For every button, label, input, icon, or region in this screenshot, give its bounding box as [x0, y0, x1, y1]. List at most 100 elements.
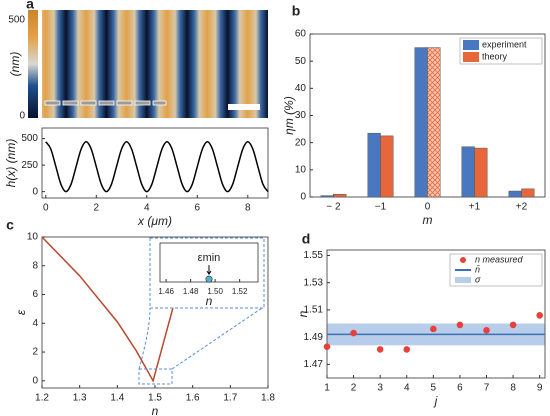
x-tick-label: 1.46: [158, 287, 174, 296]
panel-label: c: [6, 217, 14, 233]
x-tick-label: 1.4: [110, 393, 124, 404]
x-tick-label: 5: [431, 383, 437, 394]
x-tick-label: 0: [425, 202, 431, 213]
x-axis-label: j: [433, 394, 438, 408]
x-tick-label: 2: [351, 383, 357, 394]
profile-markers: [44, 100, 167, 106]
y-tick-label: 6: [32, 289, 38, 300]
y-tick-label: 60: [295, 29, 307, 40]
x-tick-label: 7: [484, 383, 490, 394]
x-tick-label: 0: [43, 203, 49, 214]
panel-label: b: [292, 3, 301, 19]
x-tick-label: 6: [195, 203, 201, 214]
x-tick-label: 4: [144, 203, 150, 214]
bar: [414, 47, 428, 198]
x-tick-label: 4: [404, 383, 410, 394]
x-tick-label: 2: [94, 203, 100, 214]
bar: [521, 188, 535, 198]
x-tick-label: − 2: [326, 202, 341, 213]
y-tick-label: 50: [295, 56, 307, 67]
x-tick-label: 1.50: [207, 287, 223, 296]
y-tick-label: 10: [27, 232, 39, 243]
x-axis-label: n: [152, 404, 159, 416]
y-axis-label: n: [296, 310, 310, 317]
point: [403, 346, 411, 353]
plot-frame: [41, 127, 269, 199]
bar: [333, 194, 347, 198]
point: [323, 343, 331, 350]
y-axis-label: ε: [14, 309, 28, 315]
point: [376, 346, 384, 353]
legend-swatch: [463, 40, 479, 50]
x-tick-label: 6: [457, 383, 463, 394]
y-tick-label: 0: [32, 375, 38, 386]
y-axis-label: ηm (%): [282, 96, 296, 135]
annotation-arrow: [206, 265, 212, 276]
zoom-connector: [138, 307, 263, 370]
x-tick-label: 9: [537, 383, 543, 394]
x-axis-label: x (μm): [137, 214, 172, 228]
x-tick-label: 1.52: [232, 287, 248, 296]
y-tick-label: 1.49: [304, 332, 324, 343]
y-tick-label: 30: [295, 110, 307, 121]
x-tick-label: 1.6: [186, 393, 200, 404]
x-tick-label: +1: [469, 202, 481, 213]
y-tick-label: 40: [295, 83, 307, 94]
zoom-region: [138, 368, 173, 385]
y-tick-label: 250: [21, 160, 38, 171]
panel-label: d: [302, 231, 311, 247]
y-tick-label: 20: [295, 137, 307, 148]
x-tick-label: 1.5: [148, 393, 162, 404]
colorbar-label: (nm): [8, 52, 22, 77]
point: [483, 327, 490, 334]
x-tick-label: 1: [324, 383, 330, 394]
colorbar: [28, 10, 38, 118]
line: [45, 141, 269, 193]
legend-label: n measured: [475, 254, 524, 264]
x-tick-label: 3: [377, 383, 383, 394]
colorbar-tick-label: 0: [19, 111, 25, 122]
point: [350, 329, 357, 337]
bar: [474, 147, 488, 198]
legend-marker: [460, 257, 466, 263]
y-tick-label: 2: [32, 347, 38, 358]
y-tick-label: 1.51: [304, 305, 324, 316]
colorbar-tick-label: 500: [8, 15, 25, 26]
annotation: εmin: [198, 252, 221, 264]
y-tick-label: 0: [32, 186, 38, 197]
bar: [380, 135, 394, 198]
y-tick-label: 10: [295, 164, 307, 175]
x-tick-label: 8: [510, 383, 516, 394]
y-tick-label: 0: [300, 192, 306, 203]
legend-label: experiment: [482, 39, 527, 49]
legend-label: σ: [475, 274, 481, 284]
bar: [427, 47, 441, 198]
x-tick-label: 1.48: [183, 287, 199, 296]
point: [430, 325, 437, 333]
height-map: [42, 10, 268, 118]
y-tick-label: 1.55: [304, 250, 324, 261]
y-tick-label: 1.53: [304, 277, 324, 288]
legend-swatch: [455, 277, 471, 283]
scale-bar: [228, 104, 260, 110]
point: [509, 321, 517, 329]
bar: [461, 146, 475, 198]
x-tick-label: 1.3: [73, 393, 87, 404]
x-tick-label: 1.7: [223, 393, 237, 404]
plot-frame: [326, 249, 546, 379]
y-tick-label: 4: [32, 318, 38, 329]
y-axis-label: h(x) (nm): [4, 139, 18, 188]
x-tick-label: 1.8: [261, 393, 275, 404]
x-axis-label: m: [423, 213, 433, 227]
y-tick-label: 1.47: [304, 359, 324, 370]
point: [536, 312, 543, 319]
inset-frame-dashed: [149, 237, 265, 309]
x-axis-label: n: [206, 294, 213, 308]
min-marker: [205, 275, 213, 283]
legend-label: theory: [482, 51, 508, 61]
legend-swatch: [455, 269, 471, 271]
bar: [367, 132, 381, 198]
y-tick-label: 8: [32, 260, 38, 271]
point: [456, 321, 464, 329]
